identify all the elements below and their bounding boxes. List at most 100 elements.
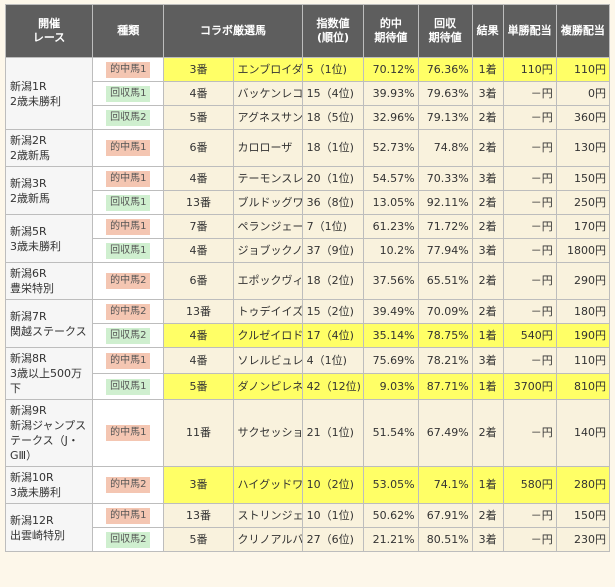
place-payout: 250円 — [555, 190, 611, 215]
win-payout: 110円 — [502, 57, 557, 82]
horse-name: トゥデイイズザデイ — [232, 299, 303, 324]
result: 2着 — [471, 129, 504, 167]
horse-name: クリノアルバトロス — [232, 527, 303, 552]
race-name-text: 新潟8R 3歳以上500万下 — [10, 352, 82, 395]
kind-cell: 的中馬1 — [92, 57, 165, 82]
horse-name: エポックヴィーナス — [232, 262, 303, 300]
index-value: 18（5位) — [301, 105, 365, 130]
place-payout: 0円 — [555, 81, 611, 106]
index-value: 18（1位) — [301, 129, 365, 167]
table-row: 新潟2R 2歳新馬 的中馬1 6番 カロローザ 18（1位) 52.73% 74.8% 2着－… — [4, 129, 611, 167]
hit-expectation: 13.05% — [363, 190, 419, 215]
hit-horse-badge: 的中馬1 — [106, 61, 151, 78]
table-row: 回収馬1 13番ブルドッグワイルド36（8位)13.05%92.11%2着－円25… — [6, 190, 611, 215]
recovery-expectation: 79.63% — [417, 81, 473, 106]
table-row: 新潟3R 2歳新馬 的中馬1 4番テーモンスレイヤー20（1位)54.57%70.3… — [4, 166, 611, 215]
recovery-expectation: 70.09% — [417, 299, 473, 324]
win-payout: －円 — [502, 214, 557, 239]
recovery-expectation: 65.51% — [417, 262, 473, 300]
horse-number: 3番 — [163, 466, 234, 504]
horse-number: 4番 — [163, 347, 234, 374]
hit-expectation: 35.14% — [363, 323, 419, 348]
table-row: 回収馬1 4番バッケンレコード15（4位)39.93%79.63%3着－円0円 — [6, 81, 611, 106]
kind-cell: 回収馬1 — [92, 238, 165, 263]
result: 3着 — [471, 238, 504, 263]
place-payout: 150円 — [555, 503, 611, 528]
kind-cell: 的中馬2 — [92, 262, 165, 300]
race-name-text: 新潟3R 2歳新馬 — [10, 176, 50, 205]
race-name-text: 新潟6R 豊栄特別 — [10, 267, 54, 295]
hit-horse-badge: 的中馬2 — [106, 303, 151, 320]
recovery-horse-badge: 回収馬2 — [106, 531, 151, 548]
recovery-expectation: 80.51% — [417, 527, 473, 552]
table-row: 新潟7R 関越ステークス 的中馬2 13番トゥデイイズザデイ15（2位)39.49%… — [4, 299, 611, 348]
table-row: 新潟9R 新潟ジャンプステークス（J・GⅢ） 的中馬1 11番サクセッション21（1… — [4, 399, 611, 467]
win-payout: －円 — [502, 262, 557, 300]
race-name: 新潟7R 関越ステークス — [4, 299, 94, 348]
horse-name: エンブロイダリー — [232, 57, 303, 82]
horse-name: サクセッション — [232, 399, 303, 467]
index-value: 15（2位) — [301, 299, 365, 324]
race-name-text: 新潟7R 関越ステークス — [10, 309, 87, 338]
win-payout: －円 — [502, 190, 557, 215]
recovery-expectation: 74.1% — [417, 466, 473, 504]
place-payout: 130円 — [555, 129, 611, 167]
horse-name: ペランジェール — [232, 214, 303, 239]
recovery-expectation: 92.11% — [417, 190, 473, 215]
index-value: 27（6位) — [301, 527, 365, 552]
result: 3着 — [471, 527, 504, 552]
place-payout: 110円 — [555, 57, 611, 82]
result: 2着 — [471, 190, 504, 215]
kind-cell: 的中馬2 — [92, 299, 165, 324]
kind-cell: 回収馬1 — [92, 81, 165, 106]
kind-cell: 的中馬1 — [92, 503, 165, 528]
race-name-text: 新潟2R 2歳新馬 — [10, 134, 50, 162]
results-table-wrapper: 開催 レース 種類 コラボ厳選馬 指数値 (順位) 的中 期待値 回収 期待値 … — [4, 4, 611, 552]
result: 2着 — [471, 105, 504, 130]
kind-cell: 的中馬2 — [92, 466, 165, 504]
recovery-expectation: 67.49% — [417, 399, 473, 467]
race-name: 新潟5R 3歳未勝利 — [4, 214, 94, 263]
header-index: 指数値 (順位) — [301, 4, 365, 58]
result: 3着 — [471, 81, 504, 106]
table-row: 回収馬2 4番クルゼイロドスル17（4位)35.14%78.75%1着540円19… — [6, 323, 611, 348]
horse-name: ハイグッドワールド — [232, 466, 303, 504]
hit-horse-badge: 的中馬1 — [106, 507, 151, 524]
recovery-expectation: 71.72% — [417, 214, 473, 239]
hit-expectation: 9.03% — [363, 373, 419, 400]
index-value: 36（8位) — [301, 190, 365, 215]
index-value: 10（2位) — [301, 466, 365, 504]
hit-expectation: 10.2% — [363, 238, 419, 263]
race-name: 新潟2R 2歳新馬 — [4, 129, 94, 167]
kind-cell: 的中馬1 — [92, 129, 165, 167]
table-row: 新潟10R 3歳未勝利 的中馬2 3番ハイグッドワールド10（2位)53.05%74… — [4, 466, 611, 504]
horse-name: ブルドッグワイルド — [232, 190, 303, 215]
header-place-payout: 複勝配当 — [555, 4, 611, 58]
place-payout: 190円 — [555, 323, 611, 348]
hit-expectation: 53.05% — [363, 466, 419, 504]
recovery-expectation: 74.8% — [417, 129, 473, 167]
win-payout: －円 — [502, 166, 557, 191]
race-name: 新潟8R 3歳以上500万下 — [4, 347, 94, 400]
header-horse: コラボ厳選馬 — [163, 4, 303, 58]
index-value: 42（12位) — [301, 373, 365, 400]
win-payout: －円 — [502, 238, 557, 263]
recovery-expectation: 78.75% — [417, 323, 473, 348]
hit-horse-badge: 的中馬1 — [106, 170, 151, 187]
horse-number: 6番 — [163, 129, 234, 167]
table-row: 新潟6R 豊栄特別 的中馬2 6番エポックヴィーナス18（2位)37.56%65.5… — [4, 262, 611, 300]
recovery-expectation: 87.71% — [417, 373, 473, 400]
horse-number: 13番 — [163, 190, 234, 215]
index-value: 15（4位) — [301, 81, 365, 106]
result: 2着 — [471, 503, 504, 528]
hit-expectation: 37.56% — [363, 262, 419, 300]
race-name-text: 新潟1R 2歳未勝利 — [10, 79, 61, 108]
recovery-horse-badge: 回収馬2 — [106, 109, 151, 126]
index-value: 21（1位) — [301, 399, 365, 467]
table-body: 新潟1R 2歳未勝利的中馬13番エンブロイダリー5（1位)70.12%76.36… — [4, 57, 611, 552]
hit-expectation: 39.93% — [363, 81, 419, 106]
place-payout: 1800円 — [555, 238, 611, 263]
index-value: 37（9位) — [301, 238, 365, 263]
horse-name: カロローザ — [232, 129, 303, 167]
place-payout: 290円 — [555, 262, 611, 300]
